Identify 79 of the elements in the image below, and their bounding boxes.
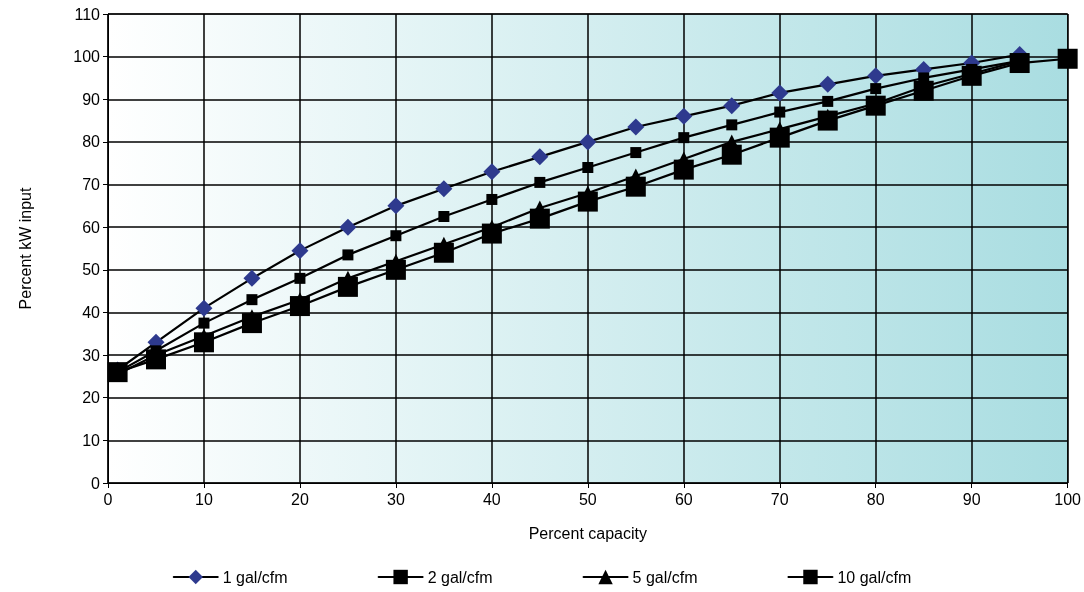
point [435,180,453,198]
x-tick-label: 60 [674,490,693,508]
point [481,223,502,244]
x-tick-label: 0 [103,490,113,508]
point [625,176,646,197]
point [241,313,262,334]
point [390,230,402,242]
point [627,118,645,136]
x-tick-label: 90 [962,490,981,508]
y-axis-title: Percent kW input [16,187,34,310]
point [337,276,358,297]
y-tick-label: 0 [91,474,101,492]
point [630,147,642,159]
point [294,272,306,284]
point [675,107,693,125]
y-tick-label: 80 [82,133,101,151]
point [291,242,309,260]
point [1009,53,1030,74]
point [145,349,166,370]
y-tick-label: 30 [82,346,101,364]
y-tick-label: 70 [82,176,101,194]
x-tick-label: 40 [482,490,501,508]
legend-label: 2 gal/cfm [427,568,493,586]
point [769,127,790,148]
x-axis-title: Percent capacity [528,524,647,542]
x-tick-label: 100 [1054,490,1082,508]
y-tick-label: 110 [74,5,101,23]
point [342,249,354,261]
x-tick-label: 80 [866,490,885,508]
point [529,208,550,229]
point [721,144,742,165]
x-tick-label: 70 [770,490,789,508]
point [534,176,546,188]
point [246,294,258,306]
point [438,211,450,223]
point [865,95,886,116]
point [817,110,838,131]
legend-label: 1 gal/cfm [222,568,288,586]
point [913,80,934,101]
y-tick-label: 90 [82,90,101,108]
point [582,161,594,173]
point [531,148,549,166]
point [723,97,741,115]
point [243,269,261,287]
point [726,119,738,131]
point [385,259,406,280]
point [579,133,597,151]
point [673,159,694,180]
x-tick-label: 10 [195,490,213,508]
point [822,95,834,107]
point [339,218,357,236]
legend-label: 5 gal/cfm [632,568,698,586]
point [870,83,882,95]
point [577,191,598,212]
point [1057,48,1078,69]
point [774,106,786,118]
y-tick-label: 10 [82,431,101,449]
y-tick-label: 20 [82,389,101,407]
point [289,296,310,317]
x-tick-label: 30 [387,490,405,508]
point [387,197,405,215]
point [193,332,214,353]
point [678,132,690,144]
x-tick-label: 50 [578,490,597,508]
point [483,163,501,181]
point [771,84,789,102]
point [867,67,885,85]
point [433,242,454,263]
point [961,65,982,86]
legend-label: 10 gal/cfm [837,568,912,586]
x-tick-label: 20 [291,490,309,508]
y-tick-label: 60 [82,218,101,236]
point [198,317,210,329]
y-tick-label: 40 [82,303,101,321]
point [195,299,213,317]
y-tick-label: 100 [73,48,101,66]
y-tick-label: 50 [82,261,101,279]
point [486,193,498,205]
point [819,75,837,93]
